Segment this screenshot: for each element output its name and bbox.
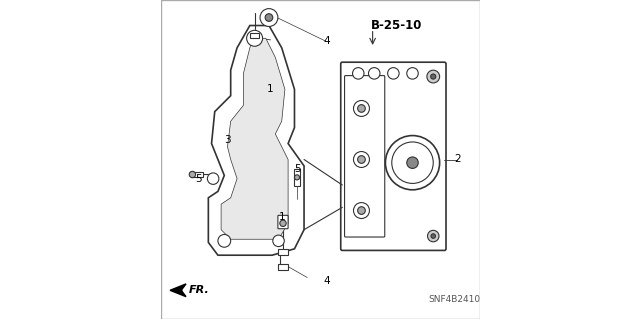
Circle shape [388, 68, 399, 79]
Polygon shape [221, 38, 288, 239]
Circle shape [294, 175, 300, 180]
Circle shape [265, 14, 273, 21]
Circle shape [353, 152, 369, 167]
Circle shape [407, 68, 419, 79]
Text: 4: 4 [323, 36, 330, 47]
Circle shape [358, 156, 365, 163]
Circle shape [218, 234, 230, 247]
Bar [191, 172, 203, 177]
Polygon shape [209, 26, 304, 255]
Circle shape [280, 220, 286, 226]
Text: 1: 1 [268, 84, 274, 94]
Circle shape [385, 136, 440, 190]
Circle shape [358, 207, 365, 214]
Circle shape [358, 105, 365, 112]
FancyBboxPatch shape [344, 76, 385, 237]
Circle shape [353, 68, 364, 79]
Text: 1: 1 [278, 212, 285, 222]
Text: 5: 5 [294, 164, 301, 174]
Circle shape [428, 230, 439, 242]
Bar [294, 169, 300, 186]
Circle shape [246, 30, 262, 46]
Circle shape [273, 235, 284, 247]
Bar [278, 264, 288, 270]
Circle shape [392, 142, 433, 183]
Polygon shape [170, 284, 186, 297]
Text: FR.: FR. [189, 285, 210, 295]
Circle shape [431, 234, 435, 238]
Circle shape [431, 74, 436, 79]
Circle shape [260, 9, 278, 26]
Bar [278, 249, 288, 255]
FancyBboxPatch shape [340, 62, 446, 250]
Text: B-25-10: B-25-10 [371, 19, 422, 32]
Circle shape [207, 173, 219, 184]
FancyBboxPatch shape [278, 215, 288, 229]
Text: 3: 3 [224, 135, 231, 145]
Circle shape [407, 157, 419, 168]
Bar [250, 33, 259, 38]
Circle shape [189, 171, 196, 178]
Text: 4: 4 [323, 276, 330, 286]
Circle shape [369, 68, 380, 79]
Circle shape [353, 203, 369, 219]
Circle shape [353, 100, 369, 116]
Text: 5: 5 [195, 174, 202, 184]
Text: SNF4B2410: SNF4B2410 [428, 295, 480, 304]
Circle shape [427, 70, 440, 83]
Text: 2: 2 [454, 154, 461, 165]
